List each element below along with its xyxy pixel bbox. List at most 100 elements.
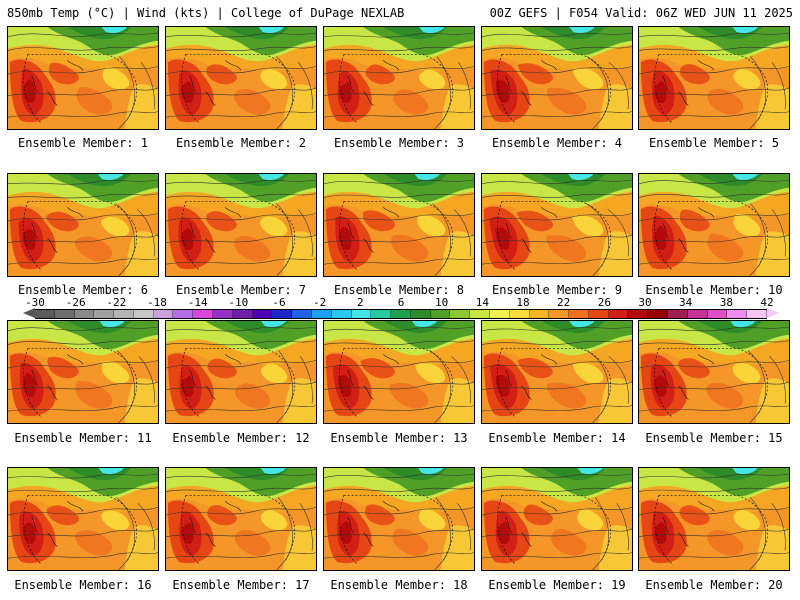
ensemble-member-map [481,173,633,277]
ensemble-member-label: Ensemble Member: 8 [333,283,465,297]
colorbar-segment [648,310,668,318]
colorbar-left-arrow [23,308,35,318]
colorbar-segment [74,310,95,318]
ensemble-member-label: Ensemble Member: 6 [17,283,149,297]
colorbar-segment [391,310,411,318]
colorbar-segment [687,310,708,318]
colorbar-segment [173,310,194,318]
colorbar-tick-label: -2 [313,296,327,309]
ensemble-member-map [165,320,317,424]
ensemble-member-label: Ensemble Member: 9 [491,283,623,297]
colorbar-segment [54,310,75,318]
ensemble-member-label: Ensemble Member: 16 [14,578,152,592]
ensemble-member-map [165,26,317,130]
map-title: 850mb Temp (°C) | Wind (kts) | College o… [7,6,405,20]
colorbar-segment [252,310,273,318]
ensemble-member-map [638,173,790,277]
ensemble-member-label: Ensemble Member: 12 [172,431,310,445]
colorbar-segment [94,310,115,318]
ensemble-member-map [481,26,633,130]
ensemble-member-label: Ensemble Member: 11 [14,431,152,445]
ensemble-member-label: Ensemble Member: 14 [488,431,626,445]
ensemble-member-label: Ensemble Member: 2 [175,136,307,150]
colorbar-segment [410,310,431,318]
ensemble-member-map [323,26,475,130]
colorbar-segment [529,310,550,318]
colorbar-segment [747,310,767,318]
colorbar-segment [193,310,214,318]
colorbar-segment [628,310,649,318]
colorbar-right-arrow [767,308,779,318]
valid-time: 00Z GEFS | F054 Valid: 06Z WED JUN 11 20… [489,6,793,20]
colorbar-segment [549,310,570,318]
colorbar-tick-label: 6 [397,296,405,309]
ensemble-member-map [7,467,159,571]
ensemble-member-map [7,26,159,130]
colorbar-tick-label: -10 [228,296,249,309]
ensemble-member-label: Ensemble Member: 1 [17,136,149,150]
ensemble-member-label: Ensemble Member: 19 [488,578,626,592]
ensemble-member-label: Ensemble Member: 7 [175,283,307,297]
colorbar-segment [331,310,352,318]
colorbar-segment [489,310,510,318]
ensemble-member-label: Ensemble Member: 13 [330,431,468,445]
ensemble-member-map [165,173,317,277]
ensemble-member-map [323,467,475,571]
colorbar-tick-label: 30 [638,296,652,309]
colorbar-tick-label: -14 [187,296,208,309]
colorbar-segment [588,310,609,318]
colorbar-tick-label: 42 [760,296,774,309]
colorbar-segment [292,310,312,318]
colorbar-segment [371,310,392,318]
colorbar-segment [509,310,530,318]
ensemble-member-label: Ensemble Member: 5 [648,136,780,150]
colorbar-segment [608,310,629,318]
colorbar-segment [272,310,293,318]
ensemble-member-map [323,173,475,277]
ensemble-member-label: Ensemble Member: 15 [645,431,783,445]
ensemble-member-map [638,320,790,424]
colorbar-segment [114,310,134,318]
ensemble-member-map [323,320,475,424]
colorbar-tick-label: 18 [516,296,530,309]
ensemble-member-label: Ensemble Member: 18 [330,578,468,592]
colorbar-tick-label: 22 [557,296,571,309]
colorbar-tick-label: -26 [65,296,86,309]
colorbar-segment [707,310,728,318]
colorbar-segment [232,310,253,318]
ensemble-member-map [7,320,159,424]
colorbar-segment [351,310,372,318]
colorbar-segment [569,310,589,318]
colorbar-segment [311,310,332,318]
ensemble-member-map [638,467,790,571]
colorbar-segment [213,310,233,318]
colorbar-segment [35,310,55,318]
colorbar-tick-label: 34 [679,296,693,309]
colorbar-segment [668,310,688,318]
colorbar-tick-label: 10 [435,296,449,309]
ensemble-member-map [165,467,317,571]
colorbar-segment [133,310,154,318]
ensemble-member-map [481,320,633,424]
colorbar-tick-label: 14 [475,296,489,309]
temperature-colorbar [35,309,767,319]
colorbar-segment [450,310,471,318]
ensemble-member-label: Ensemble Member: 20 [645,578,783,592]
ensemble-member-label: Ensemble Member: 4 [491,136,623,150]
colorbar-segment [430,310,451,318]
colorbar-segment [727,310,748,318]
colorbar-tick-label: -22 [106,296,127,309]
ensemble-member-map [7,173,159,277]
colorbar-tick-label: 2 [357,296,364,309]
ensemble-member-label: Ensemble Member: 3 [333,136,465,150]
colorbar-segment [153,310,174,318]
colorbar-tick-label: 26 [597,296,611,309]
colorbar-segment [470,310,490,318]
colorbar-tick-label: 38 [719,296,733,309]
ensemble-member-map [638,26,790,130]
colorbar-tick-label: -18 [147,296,167,309]
colorbar-tick-label: -30 [25,296,45,309]
ensemble-member-label: Ensemble Member: 17 [172,578,310,592]
ensemble-member-label: Ensemble Member: 10 [645,283,783,297]
ensemble-member-map [481,467,633,571]
